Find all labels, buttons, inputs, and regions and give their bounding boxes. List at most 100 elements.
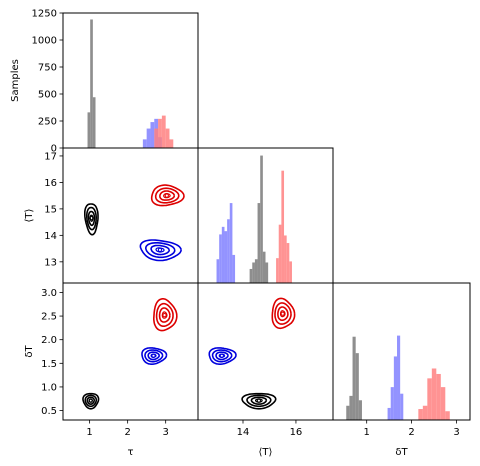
hist-bar	[265, 262, 269, 283]
y-tick-label: 1.5	[41, 359, 57, 370]
panel-hist-dT: 1 2 3 δT	[332, 282, 471, 458]
x-tick-label: 3	[162, 427, 168, 438]
hist-bar	[90, 19, 93, 148]
y-tick-label: 0.5	[41, 406, 57, 417]
hist-bar	[400, 393, 404, 420]
x-tick-label: 3	[453, 427, 459, 438]
hist-bar	[281, 170, 285, 283]
hist-bar	[150, 122, 155, 148]
x-tick-label: 14	[237, 427, 250, 438]
contour-line	[280, 310, 286, 318]
contour-line	[139, 239, 182, 262]
contour-line	[86, 396, 95, 406]
y-tick-label: 15	[44, 204, 57, 215]
hist-bar	[262, 251, 266, 283]
hist-bar	[257, 203, 261, 283]
y-tick-label: 3.0	[41, 288, 57, 299]
hist-bar	[436, 373, 441, 420]
hist-bar	[358, 400, 362, 420]
hist-bar	[276, 258, 279, 283]
hist-bar	[142, 139, 147, 148]
hist-bar	[260, 155, 263, 283]
y-tick-label: 1250	[32, 9, 57, 20]
contour-line	[155, 247, 165, 253]
y-axis-label: Samples	[10, 59, 21, 102]
y-tick-label: 1.0	[41, 382, 57, 393]
hist-bar	[397, 335, 401, 420]
contour-peak	[256, 398, 261, 403]
contour-line	[87, 210, 96, 227]
contour-line	[159, 190, 176, 201]
contour-peak	[89, 216, 94, 221]
y-tick-label: 16	[44, 178, 57, 189]
y-tick-label: 14	[44, 231, 57, 242]
x-tick-label: 1	[364, 427, 370, 438]
hist-bar	[158, 118, 162, 148]
contour-line	[163, 193, 171, 199]
contour-peak	[280, 311, 285, 316]
contour-line	[84, 394, 98, 408]
contour-line	[144, 349, 164, 363]
hist-bar	[352, 336, 356, 420]
x-tick-label: 1	[86, 427, 92, 438]
contour-line	[277, 306, 289, 322]
hist-bar	[440, 387, 446, 420]
hist-bar	[431, 368, 437, 420]
hist-bar	[227, 219, 230, 283]
hist-bar	[249, 268, 253, 283]
hist-bar	[92, 97, 96, 148]
panel-marks	[84, 184, 185, 262]
contour-line	[153, 297, 178, 332]
y-axis-label: δT	[24, 344, 35, 357]
panel-marks	[216, 155, 292, 283]
y-axis-label: ⟨T⟩	[24, 208, 35, 222]
x-tick-label: 2	[408, 427, 414, 438]
panel-marks	[82, 297, 178, 410]
panel-frame	[62, 12, 199, 149]
contour-peak	[157, 247, 163, 253]
contour-line	[155, 302, 174, 328]
hist-bar	[229, 203, 233, 283]
contour-line	[147, 351, 160, 361]
hist-bar	[289, 261, 292, 283]
hist-bar	[390, 387, 394, 420]
hist-bar	[284, 235, 287, 283]
contour-peak	[162, 313, 167, 318]
hist-bar	[346, 405, 350, 420]
panel-marks	[87, 19, 174, 148]
contour-peak	[88, 398, 93, 403]
hist-bar	[387, 407, 391, 420]
contour-peak	[164, 193, 169, 198]
contour-line	[250, 396, 268, 406]
hist-bar	[169, 139, 174, 148]
panel-frame	[62, 147, 199, 284]
x-tick-label: 2	[124, 427, 130, 438]
contour-line	[84, 203, 99, 236]
hist-bar	[418, 409, 423, 420]
contour-line	[215, 351, 229, 361]
hist-bar	[286, 243, 290, 283]
y-tick-label: 0	[51, 144, 57, 155]
panel-marks	[346, 335, 450, 420]
contour-line	[246, 394, 272, 408]
contour-line	[158, 307, 171, 323]
contour-line	[150, 184, 185, 207]
panel-kde-tau-dT: 0.5 1.0 1.5 2.0 2.5 3.0 1 2 3 δT τ	[24, 282, 199, 458]
contour-line	[161, 311, 168, 319]
contour-line	[141, 347, 168, 366]
contour-line	[208, 347, 237, 366]
contour-line	[241, 392, 277, 410]
x-tick-label: 16	[290, 427, 303, 438]
hist-bar	[252, 262, 255, 283]
y-tick-label: 2.5	[41, 312, 57, 323]
x-axis-label: ⟨T⟩	[259, 447, 273, 458]
hist-bar	[146, 128, 151, 148]
panel-kde-T-dT: 14 16 ⟨T⟩	[197, 282, 334, 458]
hist-bar	[427, 378, 432, 420]
y-tick-label: 1000	[32, 36, 57, 47]
contour-line	[150, 244, 170, 256]
hist-bar	[221, 226, 225, 283]
hist-bar	[422, 405, 428, 420]
hist-bar	[254, 259, 258, 283]
